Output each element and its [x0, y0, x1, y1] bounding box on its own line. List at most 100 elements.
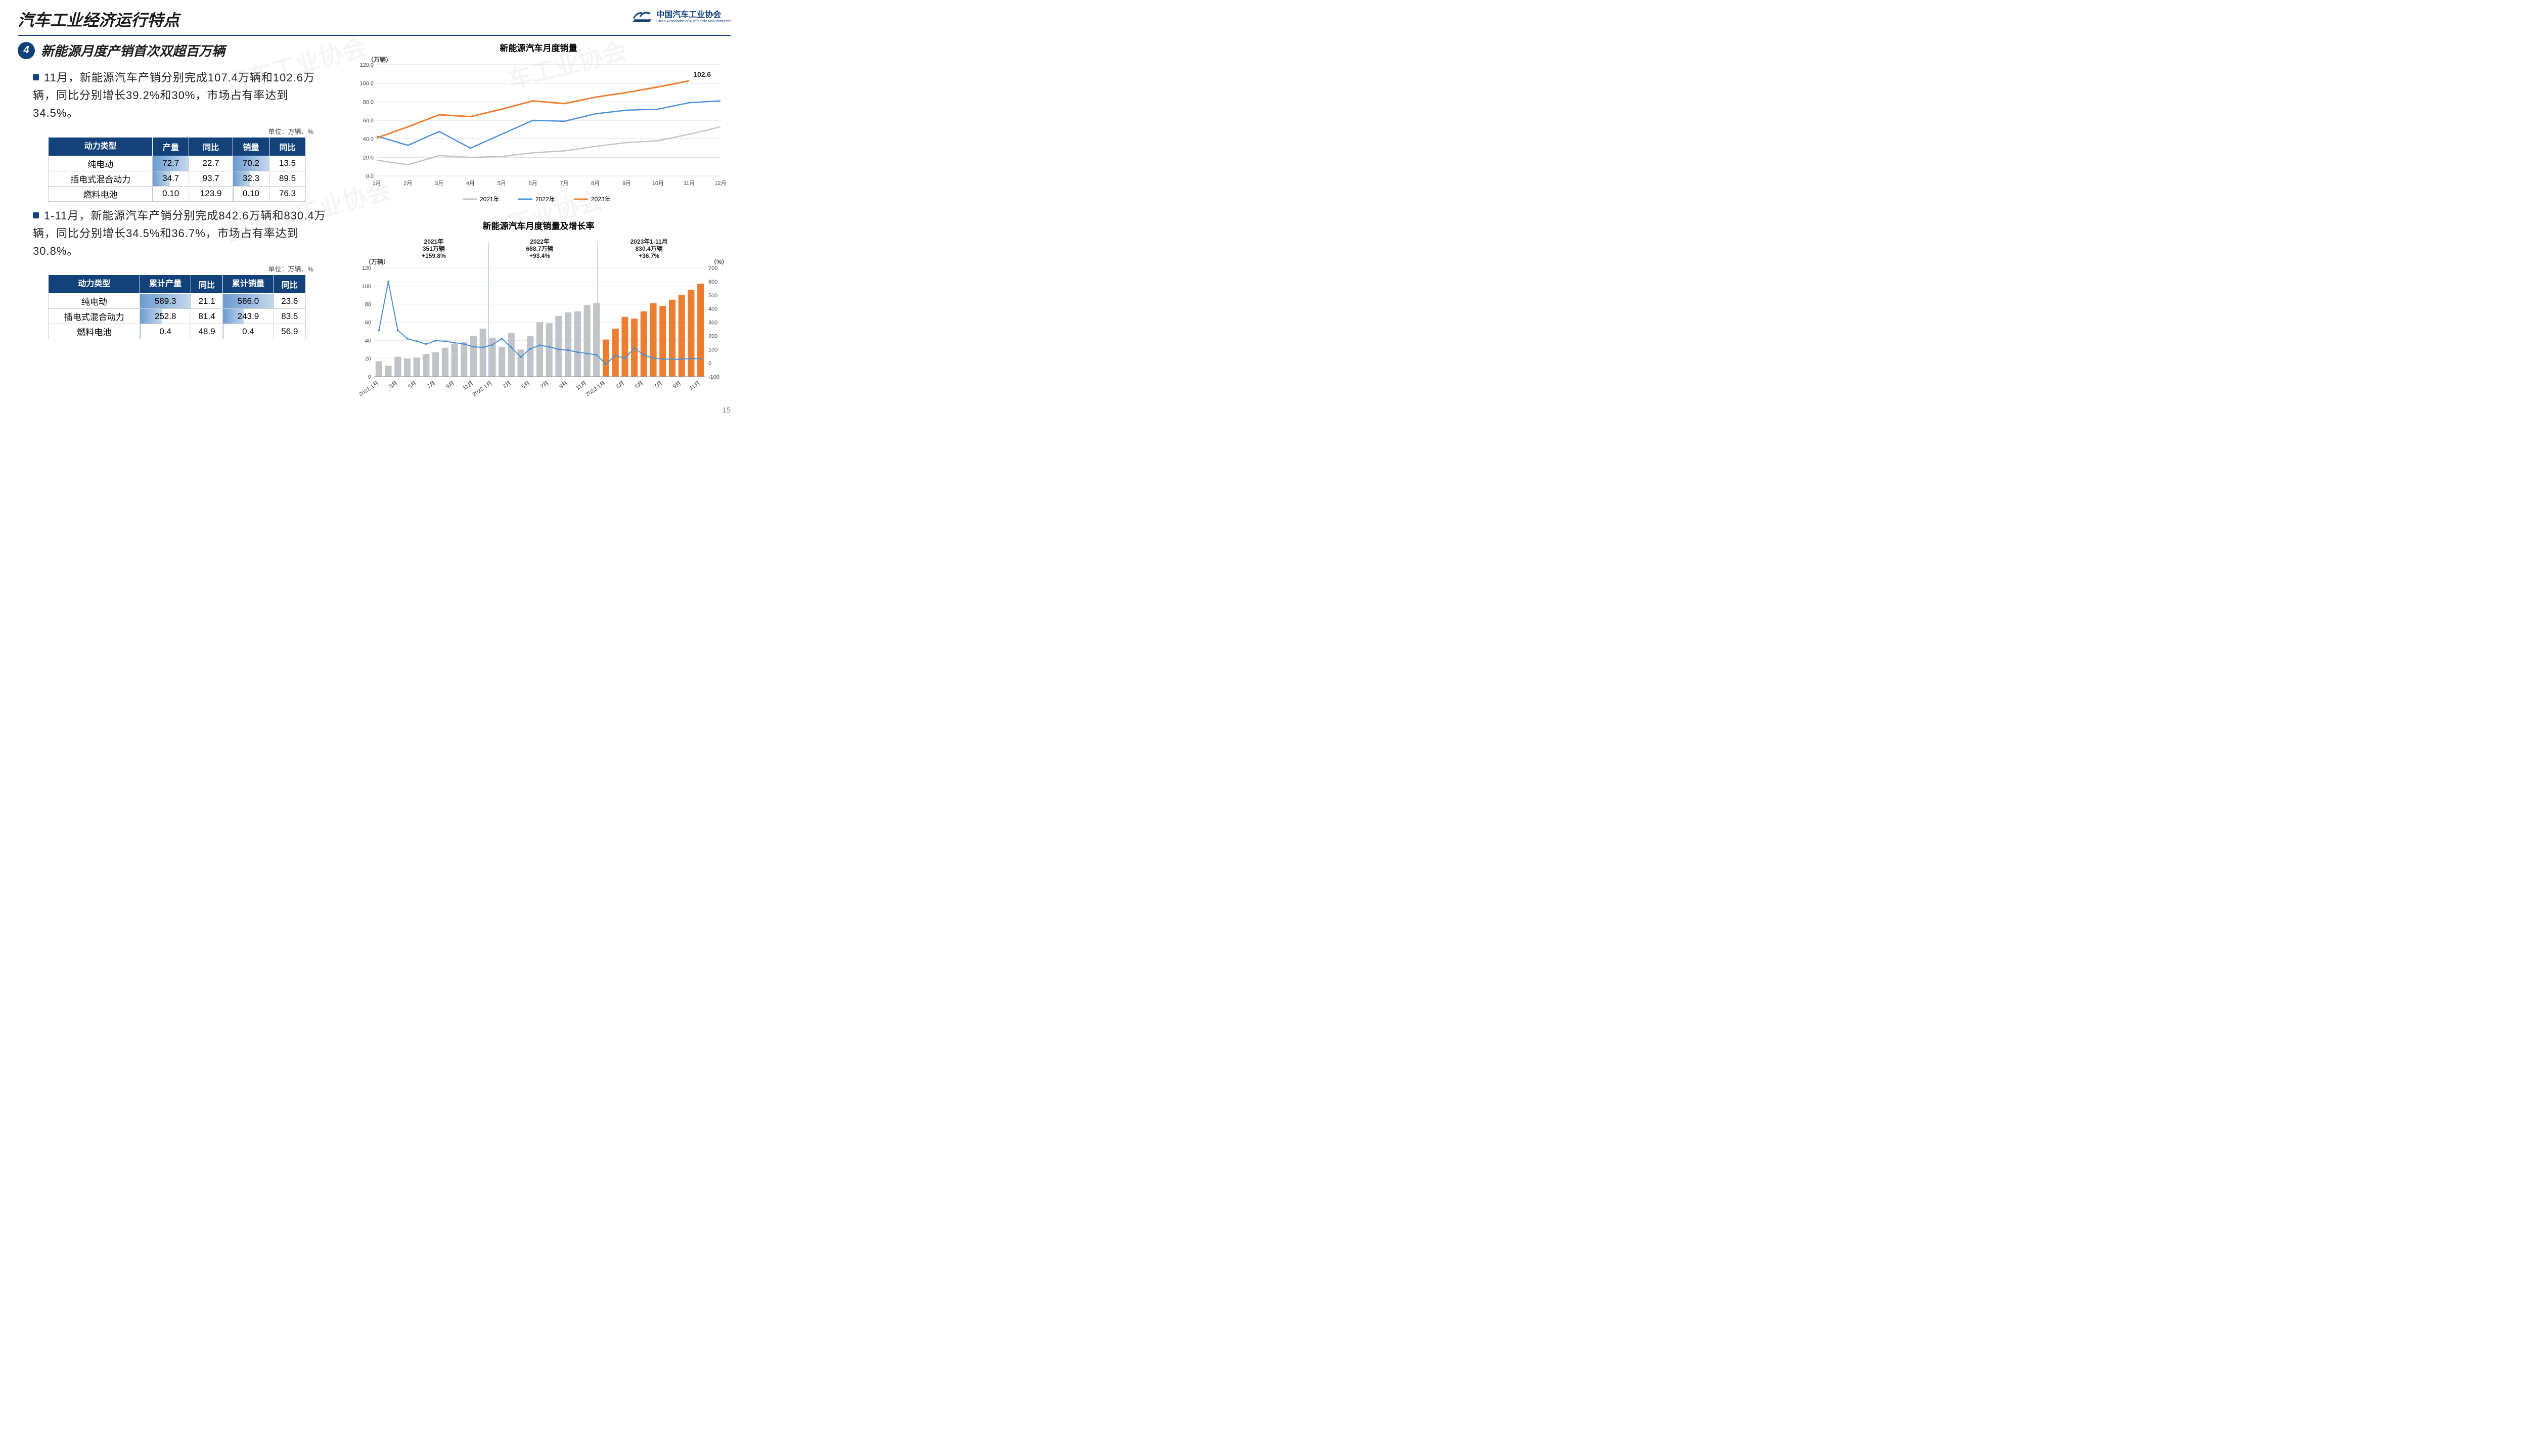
svg-text:11月: 11月: [684, 180, 695, 187]
unit-label-2: 单位：万辆、%: [18, 264, 313, 274]
svg-text:1月: 1月: [372, 180, 381, 187]
page-title: 汽车工业经济运行特点: [18, 8, 179, 31]
svg-text:2021年: 2021年: [480, 196, 500, 203]
cell-yoy1: 123.9: [189, 186, 233, 201]
table-header: 销量: [233, 137, 269, 156]
table-header: 累计产量: [140, 275, 191, 294]
logo-icon: [632, 9, 652, 23]
svg-text:5月: 5月: [634, 380, 645, 390]
page-number: 15: [722, 406, 731, 415]
svg-text:-100: -100: [708, 374, 719, 380]
svg-text:8月: 8月: [591, 180, 600, 187]
svg-text:400: 400: [708, 306, 717, 312]
svg-text:+36.7%: +36.7%: [639, 252, 659, 259]
bullet-1: 11月，新能源汽车产销分别完成107.4万辆和102.6万辆，同比分别增长39.…: [33, 69, 334, 122]
svg-text:830.4万辆: 830.4万辆: [636, 245, 663, 252]
table-header: 同比: [269, 137, 305, 156]
table-header: 同比: [191, 275, 222, 294]
cell-type: 纯电动: [49, 156, 153, 171]
svg-text:3月: 3月: [615, 380, 625, 390]
svg-text:700: 700: [708, 265, 717, 271]
svg-text:351万辆: 351万辆: [423, 245, 445, 252]
table-header: 同比: [274, 275, 305, 294]
cell-yoy2: 89.5: [269, 171, 305, 186]
table-row: 燃料电池0.448.90.456.9: [49, 324, 306, 339]
svg-text:（%）: （%）: [710, 258, 728, 265]
cell-yoy1: 22.7: [189, 156, 233, 171]
table-2: 动力类型累计产量同比累计销量同比 纯电动589.321.1586.023.6插电…: [48, 275, 306, 339]
cell-yoy1: 21.1: [191, 294, 222, 309]
svg-text:688.7万辆: 688.7万辆: [526, 245, 553, 252]
cell-yoy2: 13.5: [269, 156, 305, 171]
svg-text:0: 0: [368, 374, 371, 380]
svg-text:500: 500: [708, 293, 717, 299]
svg-text:2021年: 2021年: [424, 238, 444, 245]
logo: 中国汽车工业协会 China Association of Automobile…: [632, 8, 731, 23]
cell-type: 纯电动: [49, 294, 140, 309]
org-name-en: China Association of Automobile Manufact…: [656, 20, 731, 23]
cell-sales: 586.0: [223, 294, 274, 309]
bullet-2: 1-11月，新能源汽车产销分别完成842.6万辆和830.4万辆，同比分别增长3…: [33, 207, 334, 260]
cell-prod: 589.3: [140, 294, 191, 309]
svg-text:60: 60: [365, 320, 371, 326]
table-header: 动力类型: [49, 275, 140, 294]
chart-1-svg: 0.020.040.060.080.0100.0120.0（万辆）1月2月3月4…: [346, 55, 731, 206]
table-row: 纯电动589.321.1586.023.6: [49, 294, 306, 309]
cell-sales: 70.2: [233, 156, 269, 171]
svg-text:9月: 9月: [672, 380, 683, 390]
svg-text:6月: 6月: [529, 180, 537, 187]
svg-text:200: 200: [708, 333, 717, 339]
chart-1-title: 新能源汽车月度销量: [346, 41, 731, 54]
svg-text:（万辆）: （万辆）: [368, 56, 392, 63]
svg-text:2月: 2月: [403, 180, 412, 187]
svg-text:3月: 3月: [388, 380, 399, 390]
svg-text:3月: 3月: [435, 180, 443, 187]
svg-text:40: 40: [365, 338, 371, 344]
svg-text:2023年: 2023年: [591, 196, 611, 203]
cell-prod: 72.7: [153, 156, 189, 171]
svg-text:2021.1月: 2021.1月: [358, 380, 380, 398]
cell-prod: 0.10: [153, 186, 189, 201]
left-column: 4 新能源月度产销首次双超百万辆 11月，新能源汽车产销分别完成107.4万辆和…: [18, 41, 334, 407]
svg-text:11月: 11月: [575, 380, 588, 392]
svg-text:5月: 5月: [521, 380, 531, 390]
svg-text:80: 80: [365, 302, 371, 308]
svg-text:9月: 9月: [445, 380, 456, 390]
svg-text:2023年1-11月: 2023年1-11月: [630, 238, 668, 245]
table-header: 累计销量: [223, 275, 274, 294]
svg-text:9月: 9月: [622, 180, 631, 187]
cell-yoy1: 93.7: [189, 171, 233, 186]
svg-text:（万辆）: （万辆）: [365, 258, 389, 265]
svg-text:600: 600: [708, 279, 717, 285]
right-column: 新能源汽车月度销量 0.020.040.060.080.0100.0120.0（…: [346, 41, 731, 407]
svg-text:12月: 12月: [714, 180, 726, 187]
svg-text:102.6: 102.6: [693, 70, 711, 78]
table-header: 产量: [153, 137, 189, 156]
svg-text:5月: 5月: [498, 180, 506, 187]
header: 汽车工业经济运行特点 中国汽车工业协会 China Association of…: [0, 0, 748, 31]
svg-text:100: 100: [362, 284, 371, 290]
cell-type: 燃料电池: [49, 186, 153, 201]
cell-yoy1: 48.9: [191, 324, 222, 339]
cell-sales: 243.9: [223, 309, 274, 324]
svg-text:11月: 11月: [462, 380, 474, 392]
table-row: 燃料电池0.10123.90.1076.3: [49, 186, 306, 201]
svg-text:20.0: 20.0: [363, 155, 374, 161]
cell-prod: 0.4: [140, 324, 191, 339]
cell-yoy2: 56.9: [274, 324, 305, 339]
chart-2: 新能源汽车月度销量及增长率 020406080100120-1000100200…: [346, 219, 731, 407]
cell-yoy2: 76.3: [269, 186, 305, 201]
chart-1: 新能源汽车月度销量 0.020.040.060.080.0100.0120.0（…: [346, 41, 731, 209]
section-title: 新能源月度产销首次双超百万辆: [41, 41, 225, 60]
svg-text:100: 100: [708, 347, 717, 353]
svg-text:2023.1月: 2023.1月: [585, 380, 607, 398]
cell-yoy1: 81.4: [191, 309, 222, 324]
cell-yoy2: 83.5: [274, 309, 305, 324]
svg-text:7月: 7月: [539, 380, 550, 390]
svg-text:9月: 9月: [558, 380, 569, 390]
chart-2-svg: 020406080100120-100010020030040050060070…: [346, 233, 731, 404]
org-name: 中国汽车工业协会: [656, 8, 731, 20]
svg-text:120: 120: [362, 265, 371, 271]
svg-text:7月: 7月: [426, 380, 437, 390]
svg-text:3月: 3月: [502, 380, 512, 390]
